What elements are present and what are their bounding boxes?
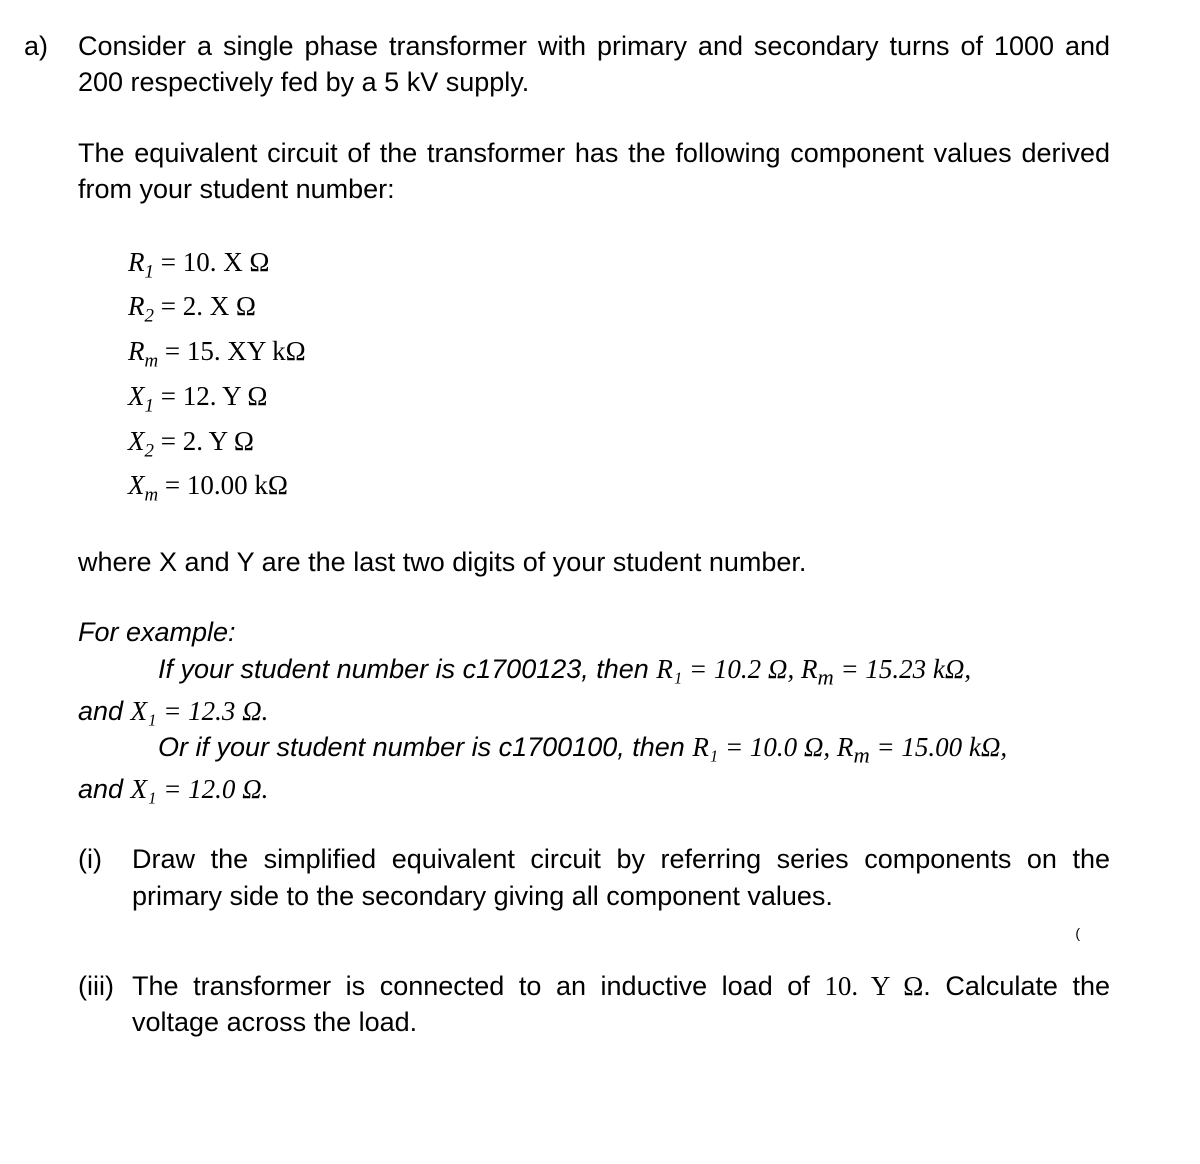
- equation-block: R1 = 10. X Ω R2 = 2. X Ω Rm = 15. XY kΩ …: [128, 242, 1110, 510]
- example-line-2b: and X₁ = 12.0 Ω.: [78, 771, 1110, 807]
- question-label: a): [24, 28, 78, 64]
- eq-r2: R2 = 2. X Ω: [128, 286, 1110, 331]
- example-line-2a: Or if your student number is c1700100, t…: [78, 729, 1110, 771]
- page: a) Consider a single phase transformer w…: [0, 0, 1200, 1164]
- intro-paragraph: Consider a single phase transformer with…: [78, 28, 1110, 101]
- subpart-iii-body: The transformer is connected to an induc…: [132, 968, 1110, 1041]
- eq-rm: Rm = 15. XY kΩ: [128, 331, 1110, 376]
- eq-x1: X1 = 12. Y Ω: [128, 376, 1110, 421]
- subpart-i-label: (i): [78, 841, 132, 877]
- second-paragraph: The equivalent circuit of the transforme…: [78, 135, 1110, 208]
- subpart-i-body: Draw the simplified equivalent circuit b…: [132, 841, 1110, 914]
- eq-r1: R1 = 10. X Ω: [128, 242, 1110, 287]
- question-a: a) Consider a single phase transformer w…: [24, 28, 1110, 1081]
- small-mark: (: [78, 924, 1110, 938]
- example-block: For example: If your student number is c…: [78, 614, 1110, 807]
- example-header: For example:: [78, 614, 1110, 650]
- question-body: Consider a single phase transformer with…: [78, 28, 1110, 1081]
- subpart-iii: (iii) The transformer is connected to an…: [78, 968, 1110, 1041]
- where-line: where X and Y are the last two digits of…: [78, 544, 1110, 580]
- eq-xm: Xm = 10.00 kΩ: [128, 465, 1110, 510]
- subpart-i: (i) Draw the simplified equivalent circu…: [78, 841, 1110, 914]
- subpart-iii-label: (iii): [78, 968, 132, 1004]
- example-line-1b: and X₁ = 12.3 Ω.: [78, 693, 1110, 729]
- example-line-1a: If your student number is c1700123, then…: [78, 651, 1110, 693]
- eq-x2: X2 = 2. Y Ω: [128, 421, 1110, 466]
